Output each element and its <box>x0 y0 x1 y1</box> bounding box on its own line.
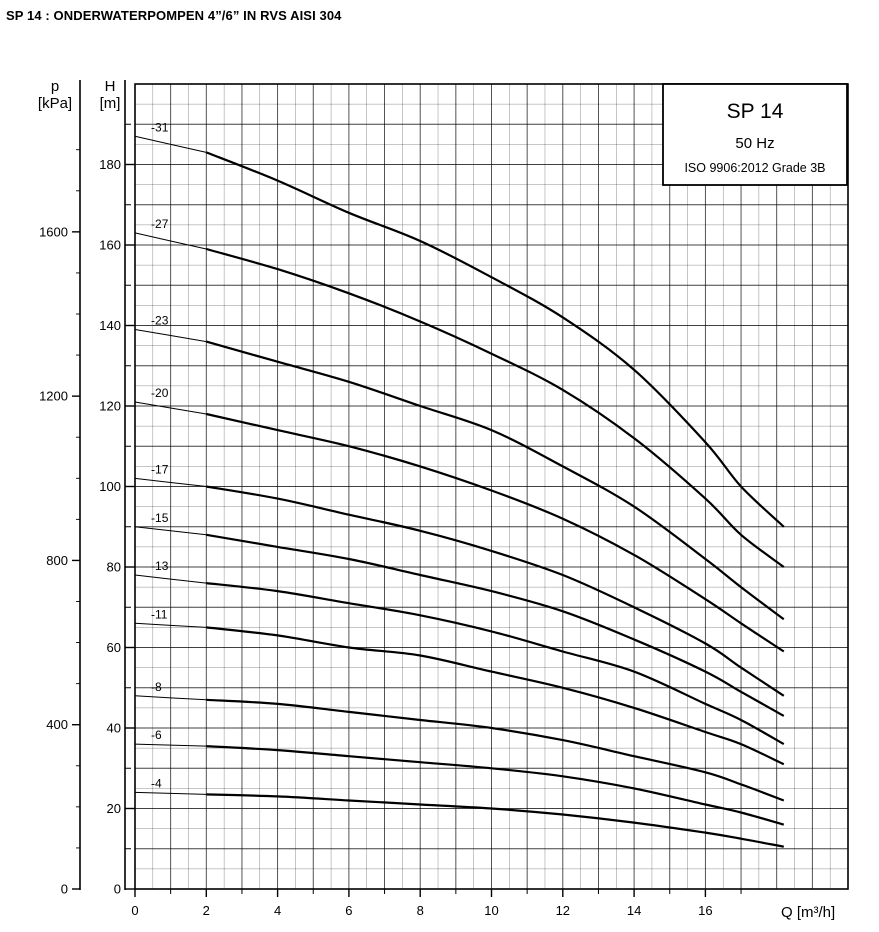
y-tick-label: 0 <box>114 882 121 897</box>
curve-label: -6 <box>151 728 162 742</box>
pump-curve-start-segment <box>134 526 207 536</box>
y-tick-label: 60 <box>107 640 121 655</box>
x-tick-label: 8 <box>417 903 424 918</box>
y-tick-label: 80 <box>107 560 121 575</box>
pump-curve-stages-27 <box>205 247 785 568</box>
pump-curve-start-segment <box>134 695 207 701</box>
page-title: SP 14 : ONDERWATERPOMPEN 4”/6” IN RVS AI… <box>6 8 342 23</box>
y-axis-ticks: 0 20 40 60 80 100 120 140 160 180 <box>99 123 135 897</box>
info-box-standard: ISO 9906:2012 Grade 3B <box>684 161 825 175</box>
pump-curve-stages-4 <box>206 793 784 848</box>
pump-curve-start-segment <box>134 622 207 628</box>
pump-curve-stages-15 <box>206 533 785 717</box>
curve-label: -27 <box>151 217 169 231</box>
curve-label: -15 <box>151 511 169 525</box>
pump-curve-start-segment <box>134 574 207 584</box>
info-box-frequency: 50 Hz <box>735 135 774 152</box>
x-tick-label: 4 <box>274 903 281 918</box>
pump-curve-stages-20 <box>206 412 785 653</box>
curve-label: -8 <box>151 680 162 694</box>
info-box-frame <box>662 83 848 186</box>
x-tick-label: 2 <box>203 903 210 918</box>
y2-tick-label: 1200 <box>39 389 68 404</box>
x-tick-label: 12 <box>556 903 570 918</box>
x-tick-label: 16 <box>698 903 712 918</box>
curve-label: -17 <box>151 462 169 476</box>
curve-label: -13 <box>151 559 169 573</box>
pump-curve-start-segment <box>134 477 207 487</box>
curve-label: -20 <box>151 386 169 400</box>
curve-label: -23 <box>151 314 169 328</box>
pump-curve-start-segment <box>134 232 207 250</box>
x-tick-label: 6 <box>345 903 352 918</box>
pump-curve-start-segment <box>134 401 207 415</box>
y-tick-label: 160 <box>99 238 121 253</box>
curve-label: -11 <box>151 607 168 621</box>
pump-curve-start-segment <box>134 791 207 795</box>
x-tick-label: 10 <box>484 903 498 918</box>
x-axis-ticks: 0 2 4 6 8 10 12 14 16 <box>131 889 742 918</box>
y2-tick-label: 0 <box>61 882 68 897</box>
info-box: SP 14 50 Hz ISO 9906:2012 Grade 3B <box>662 83 848 186</box>
pump-curve-start-segment <box>134 329 207 343</box>
x-tick-label: 14 <box>627 903 641 918</box>
pump-curve-start-segment <box>134 135 207 153</box>
y-tick-label: 20 <box>107 801 121 816</box>
pump-curve-start-segment <box>134 743 207 747</box>
y-tick-label: 100 <box>99 479 121 494</box>
y-tick-label: 40 <box>107 721 121 736</box>
pump-curve-stages-31 <box>205 151 785 528</box>
y-axis-unit-label: H [m] <box>100 78 121 112</box>
x-tick-label: 0 <box>131 903 138 918</box>
curve-label: -31 <box>151 120 169 134</box>
y2-axis-ticks: 0 400 800 1200 1600 <box>39 149 80 897</box>
pump-curves: -31 -27 -23 -20 -17 -15 -13 -11 -8 -6 -4 <box>134 120 785 848</box>
x-axis-unit-label: Q [m³/h] <box>781 904 835 921</box>
y2-tick-label: 800 <box>46 553 68 568</box>
curve-label: -4 <box>151 776 162 790</box>
y-tick-label: 140 <box>99 318 121 333</box>
info-box-model: SP 14 <box>727 100 784 123</box>
pump-curve-stages-6 <box>206 745 785 826</box>
y2-tick-label: 1600 <box>39 224 68 239</box>
pump-curve-stages-8 <box>206 698 785 802</box>
y-tick-label: 120 <box>99 399 121 414</box>
pump-curve-stages-17 <box>206 485 785 697</box>
pump-curve-stages-13 <box>206 582 785 746</box>
y-tick-label: 180 <box>99 157 121 172</box>
pump-curve-stages-23 <box>205 340 785 621</box>
y2-tick-label: 400 <box>46 717 68 732</box>
pump-curve-stages-11 <box>206 626 785 766</box>
y2-axis-unit-label: p [kPa] <box>38 78 72 112</box>
